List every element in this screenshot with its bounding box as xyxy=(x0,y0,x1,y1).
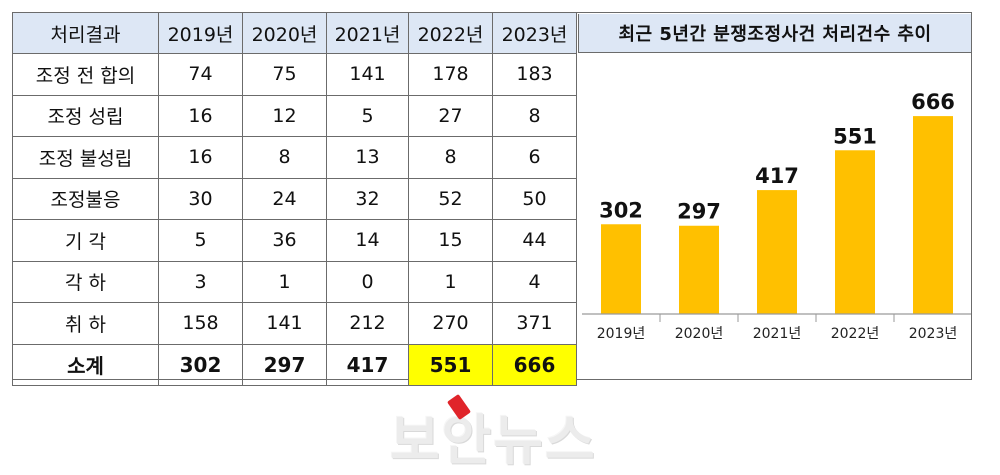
table-row: 조정불응 30 24 32 52 50 xyxy=(12,177,577,220)
table-cell: 14 xyxy=(326,219,409,262)
row-label: 조정 전 합의 xyxy=(12,53,159,96)
table-cell: 1 xyxy=(242,260,327,303)
table-cell: 371 xyxy=(492,302,577,345)
header-year: 2019년 xyxy=(158,12,243,54)
table-header-row: 처리결과 2019년 2020년 2021년 2022년 2023년 xyxy=(12,12,577,54)
bar xyxy=(679,225,719,314)
row-label: 각 하 xyxy=(12,260,159,303)
table-cell: 1 xyxy=(408,260,493,303)
table-cell: 30 xyxy=(158,177,243,220)
header-category: 처리결과 xyxy=(12,12,159,54)
table-cell: 302 xyxy=(158,343,243,386)
table-cell: 551 xyxy=(408,343,493,386)
row-label: 조정 성립 xyxy=(12,94,159,137)
table-cell: 74 xyxy=(158,53,243,96)
table-cell: 12 xyxy=(242,94,327,137)
x-tick-label: 2021년 xyxy=(753,326,802,342)
bar xyxy=(913,116,953,314)
table-cell: 5 xyxy=(326,94,409,137)
table-cell: 297 xyxy=(242,343,327,386)
row-label: 취 하 xyxy=(12,302,159,345)
table-cell: 75 xyxy=(242,53,327,96)
table-cell: 212 xyxy=(326,302,409,345)
table-cell: 0 xyxy=(326,260,409,303)
table-cell: 3 xyxy=(158,260,243,303)
table-row: 조정 전 합의 74 75 141 178 183 xyxy=(12,53,577,96)
table-cell: 141 xyxy=(242,302,327,345)
x-tick-label: 2019년 xyxy=(597,326,646,342)
table-row: 기 각 5 36 14 15 44 xyxy=(12,219,577,262)
table-cell: 16 xyxy=(158,136,243,179)
table-cell: 36 xyxy=(242,219,327,262)
data-label: 551 xyxy=(833,124,877,148)
total-row: 소계 302 297 417 551 666 xyxy=(12,343,577,386)
table-cell: 8 xyxy=(492,94,577,137)
table-cell: 178 xyxy=(408,53,493,96)
row-label: 조정불응 xyxy=(12,177,159,220)
table-cell: 24 xyxy=(242,177,327,220)
table-cell: 32 xyxy=(326,177,409,220)
x-tick-label: 2020년 xyxy=(675,326,724,342)
table-cell: 15 xyxy=(408,219,493,262)
row-label: 기 각 xyxy=(12,219,159,262)
table-cell: 44 xyxy=(492,219,577,262)
x-tick-label: 2022년 xyxy=(831,326,880,342)
table-cell: 666 xyxy=(492,343,577,386)
table-cell: 16 xyxy=(158,94,243,137)
table-row: 취 하 158 141 212 270 371 xyxy=(12,302,577,345)
table-cell: 183 xyxy=(492,53,577,96)
table-cell: 4 xyxy=(492,260,577,303)
data-label: 302 xyxy=(599,198,643,222)
table-row: 조정 성립 16 12 5 27 8 xyxy=(12,94,577,137)
table-cell: 270 xyxy=(408,302,493,345)
table-cell: 6 xyxy=(492,136,577,179)
table-cell: 8 xyxy=(408,136,493,179)
chart-title: 최근 5년간 분쟁조정사건 처리건수 추이 xyxy=(578,14,971,53)
table-cell: 141 xyxy=(326,53,409,96)
data-label: 297 xyxy=(677,200,721,224)
header-year: 2023년 xyxy=(492,12,577,54)
table-cell: 417 xyxy=(326,343,409,386)
data-label: 417 xyxy=(755,164,799,188)
table-cell: 158 xyxy=(158,302,243,345)
bar-chart: 302 2019년 297 2020년 417 2021년 551 2022년 666 2023년 xyxy=(582,90,971,342)
watermark-logo: 보안뉴스 xyxy=(390,409,597,472)
bar xyxy=(757,190,797,314)
row-label: 조정 불성립 xyxy=(12,136,159,179)
header-year: 2022년 xyxy=(408,12,493,54)
bar xyxy=(601,224,641,314)
row-label: 소계 xyxy=(12,343,159,386)
header-year: 2021년 xyxy=(326,12,409,54)
data-label: 666 xyxy=(911,90,955,114)
x-tick-label: 2023년 xyxy=(909,326,958,342)
table-cell: 5 xyxy=(158,219,243,262)
table-cell: 52 xyxy=(408,177,493,220)
header-year: 2020년 xyxy=(242,12,327,54)
table-row: 조정 불성립 16 8 13 8 6 xyxy=(12,136,577,179)
table-cell: 8 xyxy=(242,136,327,179)
result-table: 처리결과 2019년 2020년 2021년 2022년 2023년 조정 전 합의 74 7… xyxy=(12,12,577,386)
table-cell: 13 xyxy=(326,136,409,179)
table-cell: 27 xyxy=(408,94,493,137)
table-cell: 50 xyxy=(492,177,577,220)
bar xyxy=(835,150,875,314)
